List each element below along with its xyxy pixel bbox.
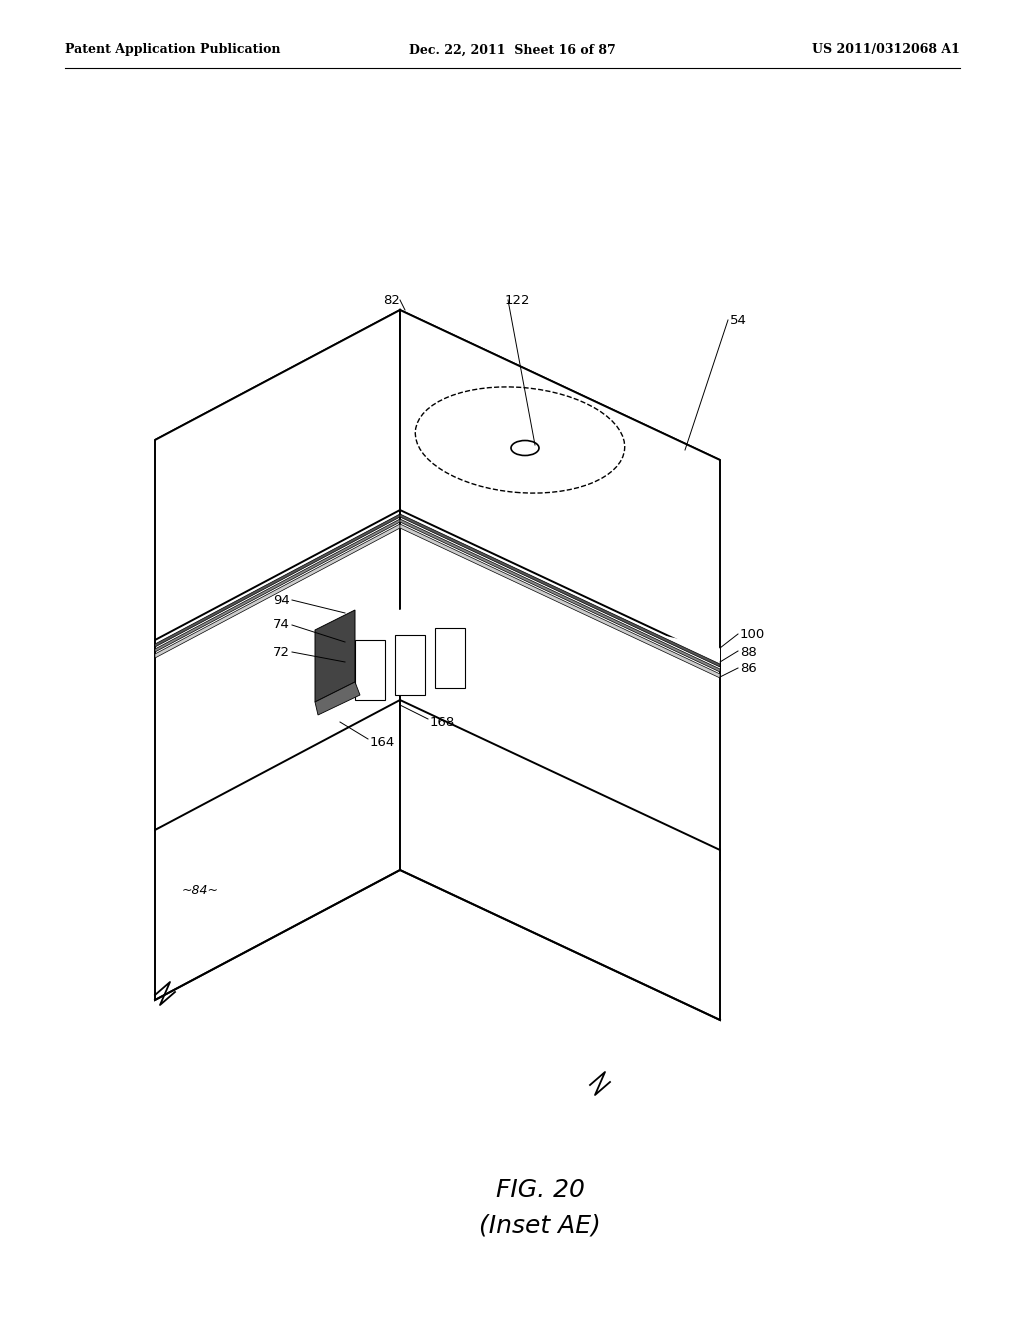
Polygon shape <box>400 524 720 678</box>
Polygon shape <box>400 700 720 1020</box>
Text: 86: 86 <box>740 663 757 676</box>
Text: ~84~: ~84~ <box>181 883 218 896</box>
Polygon shape <box>155 524 400 657</box>
Polygon shape <box>395 635 425 696</box>
Polygon shape <box>400 513 720 667</box>
Polygon shape <box>155 310 400 649</box>
Text: 168: 168 <box>430 715 456 729</box>
Polygon shape <box>155 519 400 652</box>
Text: 94: 94 <box>273 594 290 606</box>
Text: US 2011/0312068 A1: US 2011/0312068 A1 <box>812 44 961 57</box>
Text: Patent Application Publication: Patent Application Publication <box>65 44 281 57</box>
Polygon shape <box>155 310 720 590</box>
Text: 74: 74 <box>273 619 290 631</box>
Text: FIG. 20: FIG. 20 <box>496 1177 585 1203</box>
Polygon shape <box>400 310 720 671</box>
Polygon shape <box>155 700 400 1001</box>
Polygon shape <box>435 628 465 688</box>
Text: 82: 82 <box>383 293 400 306</box>
Polygon shape <box>355 640 385 700</box>
Polygon shape <box>155 510 400 830</box>
Text: 72: 72 <box>273 645 290 659</box>
Text: (Inset AE): (Inset AE) <box>479 1213 601 1237</box>
Text: 100: 100 <box>740 628 765 642</box>
Polygon shape <box>315 682 360 715</box>
Polygon shape <box>355 595 720 690</box>
Polygon shape <box>400 510 720 870</box>
Text: 164: 164 <box>370 735 395 748</box>
Text: Dec. 22, 2011  Sheet 16 of 87: Dec. 22, 2011 Sheet 16 of 87 <box>409 44 615 57</box>
Polygon shape <box>155 513 400 647</box>
Text: 88: 88 <box>740 645 757 659</box>
Polygon shape <box>400 519 720 672</box>
Text: 122: 122 <box>505 293 530 306</box>
Polygon shape <box>315 610 355 702</box>
Text: 54: 54 <box>730 314 746 326</box>
